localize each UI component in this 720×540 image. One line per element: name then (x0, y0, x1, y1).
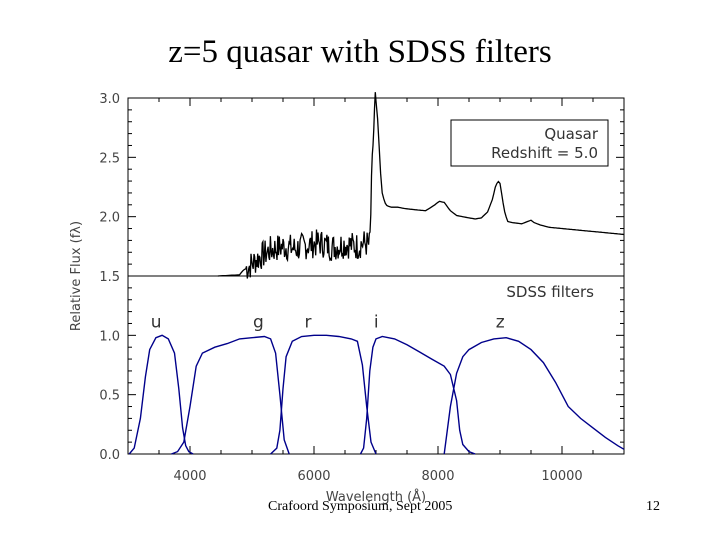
slide-title: z=5 quasar with SDSS filters (168, 34, 552, 70)
y-tick-label: 3.0 (99, 92, 120, 107)
filter-curve-g (171, 335, 290, 455)
filter-letter-i: i (374, 312, 379, 332)
legend-line-quasar: Quasar (544, 125, 599, 143)
x-tick-label: 4000 (173, 469, 206, 484)
x-tick-labels: 4000 6000 8000 10000 (173, 469, 582, 484)
footer-text: Crafoord Symposium, Sept 2005 (268, 499, 453, 514)
y-tick-labels: 0.0 0.5 1.0 1.5 2.0 2.5 3.0 (99, 92, 120, 463)
y-tick-label: 2.5 (99, 151, 120, 166)
x-tick-label: 10000 (541, 469, 582, 484)
y-tick-label: 2.0 (99, 211, 120, 226)
filter-letter-g: g (253, 312, 264, 332)
y-tick-label: 0.0 (99, 448, 120, 463)
filter-curve-u (128, 334, 194, 455)
filter-curve-i (359, 335, 476, 455)
y-tick-label: 1.0 (99, 329, 120, 344)
x-axis-title: Wavelength (Å) (326, 489, 426, 505)
x-ticks (127, 98, 625, 454)
filter-curve-r (270, 334, 377, 455)
filter-letter-z: z (496, 312, 505, 332)
legend-line-redshift: Redshift = 5.0 (491, 144, 598, 162)
slide-number: 12 (646, 499, 660, 514)
filter-letter-r: r (305, 312, 312, 332)
filter-curves (128, 334, 625, 455)
x-tick-label: 6000 (297, 469, 330, 484)
x-tick-label: 8000 (421, 469, 454, 484)
quasar-spectrum (217, 92, 625, 279)
legend-box (450, 119, 609, 167)
y-tick-label: 0.5 (99, 389, 120, 404)
filter-letter-u: u (151, 312, 162, 332)
sdss-filters-label: SDSS filters (506, 283, 594, 301)
filter-curve-z (443, 336, 625, 455)
y-tick-label: 1.5 (99, 270, 120, 285)
y-axis-title: Relative Flux (fλ) (69, 221, 84, 331)
